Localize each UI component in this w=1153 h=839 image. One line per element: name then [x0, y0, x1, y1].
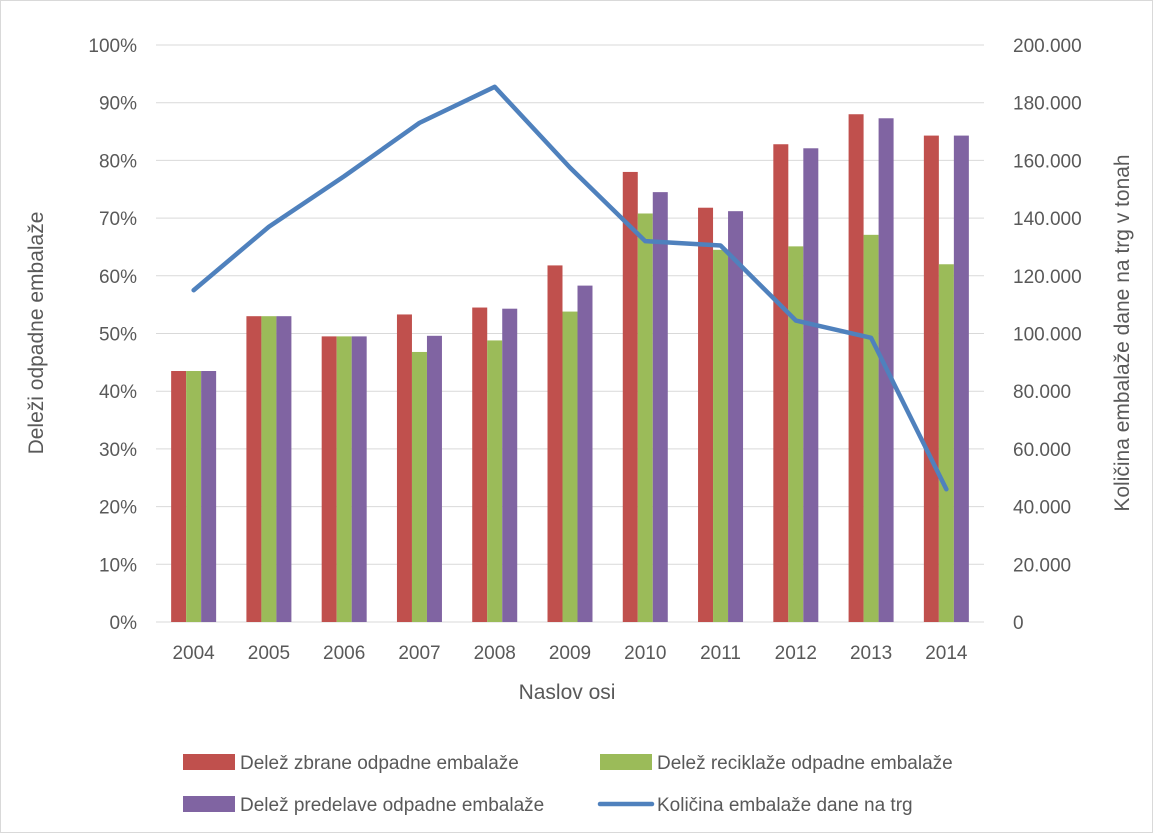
- bar: [246, 316, 262, 622]
- bar: [186, 371, 202, 622]
- y2-axis-title: Količina embalaže dane na trg v tonah: [1111, 154, 1134, 511]
- bar: [351, 336, 367, 622]
- x-tick-label: 2007: [398, 643, 440, 664]
- bar: [547, 265, 563, 622]
- y-tick-label: 70%: [99, 209, 137, 230]
- x-axis-title: Naslov osi: [519, 681, 616, 704]
- bar: [426, 335, 442, 622]
- x-tick-label: 2006: [323, 643, 365, 664]
- legend-label: Delež predelave odpadne embalaže: [240, 795, 544, 816]
- bar: [848, 114, 864, 623]
- y2-tick-label: 140.000: [1013, 209, 1082, 230]
- legend-swatch: [183, 754, 235, 770]
- y-tick-label: 50%: [99, 325, 137, 346]
- y-tick-label: 60%: [99, 267, 137, 288]
- bar: [637, 213, 653, 622]
- bar: [577, 285, 593, 622]
- x-tick-label: 2008: [474, 643, 516, 664]
- bar: [938, 264, 954, 622]
- y2-tick-label: 60.000: [1013, 440, 1071, 461]
- y-axis-title: Deleži odpadne embalaže: [25, 212, 48, 455]
- bar: [472, 307, 488, 622]
- y2-tick-label: 200.000: [1013, 36, 1082, 57]
- bar: [652, 192, 668, 622]
- y-tick-label: 30%: [99, 440, 137, 461]
- bar: [336, 336, 352, 622]
- y2-tick-label: 180.000: [1013, 94, 1082, 115]
- x-tick-label: 2005: [248, 643, 290, 664]
- y2-tick-label: 120.000: [1013, 267, 1082, 288]
- x-tick-label: 2012: [775, 643, 817, 664]
- x-tick-label: 2009: [549, 643, 591, 664]
- bar: [622, 171, 638, 622]
- bars-layer: [171, 114, 969, 623]
- x-tick-label: 2013: [850, 643, 892, 664]
- legend-label: Delež reciklaže odpadne embalaže: [657, 753, 953, 774]
- y-tick-label: 90%: [99, 94, 137, 115]
- series-line: [191, 84, 949, 492]
- bar: [487, 340, 503, 622]
- y-tick-label: 0%: [110, 613, 138, 634]
- bar: [713, 249, 729, 622]
- legend-swatch: [600, 754, 652, 770]
- y-tick-label: 80%: [99, 151, 137, 172]
- y2-tick-label: 100.000: [1013, 325, 1082, 346]
- x-tick-label: 2014: [925, 643, 968, 664]
- bar: [201, 371, 217, 622]
- y-tick-label: 10%: [99, 555, 137, 576]
- x-tick-label: 2004: [172, 643, 215, 664]
- bar: [562, 311, 578, 622]
- axis-layer: 0% 0 10% 20.000 20% 40.000 30% 60.000 40% 80.000 5…: [88, 36, 1081, 664]
- bar: [773, 144, 789, 622]
- y2-tick-label: 80.000: [1013, 382, 1071, 403]
- legend-swatch: [183, 796, 235, 812]
- bar: [803, 148, 819, 622]
- y2-tick-label: 0: [1013, 613, 1024, 634]
- bar: [698, 207, 714, 623]
- bar: [788, 246, 804, 623]
- x-tick-label: 2010: [624, 643, 666, 664]
- bar: [728, 211, 744, 622]
- x-tick-label: 2011: [700, 643, 741, 664]
- bar: [953, 135, 969, 623]
- bar: [923, 135, 939, 623]
- line-layer: [191, 84, 949, 492]
- bar: [396, 314, 412, 622]
- bar: [863, 234, 879, 622]
- bar: [261, 316, 277, 622]
- bar: [321, 336, 337, 622]
- bar: [502, 308, 518, 622]
- y2-tick-label: 20.000: [1013, 555, 1071, 576]
- bar: [411, 351, 427, 622]
- y2-tick-label: 160.000: [1013, 151, 1082, 172]
- bar: [171, 371, 187, 622]
- legend-label: Količina embalaže dane na trg: [657, 795, 913, 816]
- legend: Delež zbrane odpadne embalaže Delež recik…: [183, 753, 953, 816]
- y-tick-label: 100%: [88, 36, 137, 57]
- y-tick-label: 20%: [99, 498, 137, 519]
- bar: [276, 316, 292, 622]
- y-tick-label: 40%: [99, 382, 137, 403]
- y2-tick-label: 40.000: [1013, 498, 1071, 519]
- legend-label: Delež zbrane odpadne embalaže: [240, 753, 519, 774]
